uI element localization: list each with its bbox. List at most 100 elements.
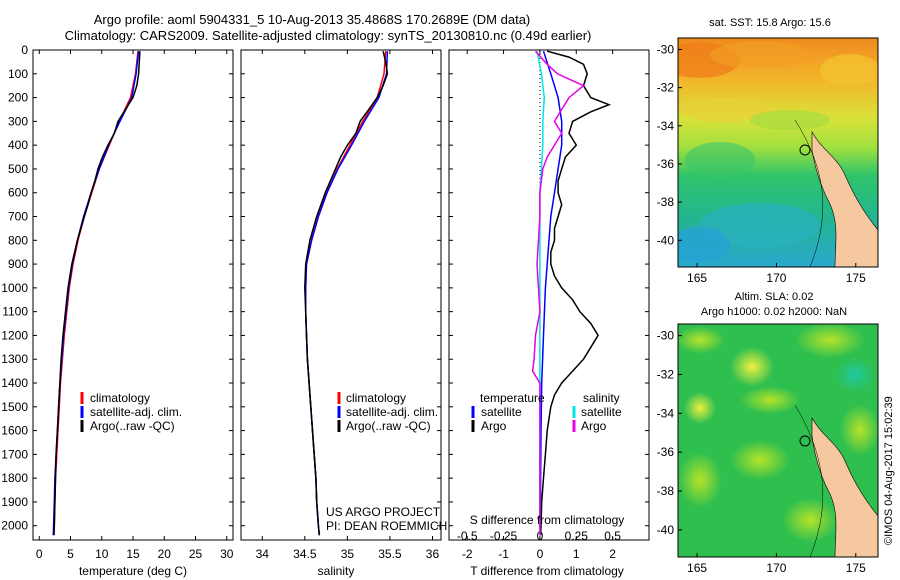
depth-tick-label: 1900 bbox=[1, 495, 28, 509]
pi-annotation: PI: DEAN ROEMMICH bbox=[326, 519, 447, 533]
map-y-tick-label: -30 bbox=[657, 42, 675, 56]
depth-axis: 0 100 200 300 400 500 600 700 800 900 1000 1100 1200… bbox=[1, 43, 649, 533]
sla-map-title-line-2: Argo h1000: 0.02 h2000: NaN bbox=[701, 306, 847, 318]
temperature-legend: climatology satellite-adj. clim. Argo(..… bbox=[80, 391, 182, 433]
depth-tick-label: 900 bbox=[8, 257, 28, 271]
chart-title-line-2: Climatology: CARS2009. Satellite-adjuste… bbox=[64, 28, 592, 43]
sst-map-frame bbox=[677, 37, 879, 268]
legend-label-s-argo: Argo bbox=[581, 419, 607, 433]
sst-map-image bbox=[678, 38, 878, 267]
x-tick-label: -1 bbox=[498, 547, 509, 561]
difference-plot: -2 -1 0 1 2 -0.5 -0.25 0 0.25 0.5 bbox=[457, 50, 621, 561]
map-x-tick-label: 165 bbox=[687, 271, 707, 285]
sst-map-axes: 165 170 175 -30 -32 -34 -36 -38 -40 bbox=[657, 42, 866, 285]
map-x-tick-label: 175 bbox=[846, 271, 866, 285]
imos-credit: ©IMOS 04-Aug-2017 15:02:39 bbox=[883, 396, 895, 545]
x-tick-label: 0 bbox=[36, 547, 43, 561]
difference-legend: temperature salinity satellite Argo sate… bbox=[471, 391, 622, 433]
x-tick-label: 25 bbox=[189, 547, 203, 561]
series-line-argo-raw-qc- bbox=[304, 51, 389, 536]
depth-tick-label: 1500 bbox=[1, 400, 28, 414]
s-tick-label: 0.5 bbox=[604, 529, 621, 543]
x-tick-label: 5 bbox=[67, 547, 74, 561]
x-tick-label: 35.5 bbox=[378, 547, 402, 561]
depth-tick-label: 1300 bbox=[1, 352, 28, 366]
map-y-tick-label: -40 bbox=[657, 523, 675, 537]
x-tick-label: 36 bbox=[426, 547, 440, 561]
x-tick-label: 20 bbox=[158, 547, 172, 561]
legend-label-t-argo: Argo bbox=[481, 419, 507, 433]
sla-map-axes: 165 170 175 -30 -32 -34 -36 -38 -40 bbox=[657, 329, 866, 575]
s-tick-label: -0.25 bbox=[490, 529, 518, 543]
x-tick-label: -2 bbox=[462, 547, 473, 561]
map-y-tick-label: -36 bbox=[657, 157, 675, 171]
map-y-tick-label: -32 bbox=[657, 367, 675, 381]
depth-tick-label: 100 bbox=[8, 67, 28, 81]
depth-tick-label: 300 bbox=[8, 114, 28, 128]
map-x-tick-label: 170 bbox=[766, 271, 786, 285]
series-line-temperature-satellite bbox=[539, 50, 563, 536]
depth-tick-label: 2000 bbox=[1, 519, 28, 533]
series-line-temperature-argo bbox=[539, 50, 612, 536]
legend-label-satellite: satellite-adj. clim. bbox=[90, 405, 182, 419]
legend-label-t-satellite: satellite bbox=[481, 405, 522, 419]
salinity-panel-frame bbox=[240, 49, 442, 541]
x-tick-label: 0 bbox=[537, 547, 544, 561]
legend-label-argo: Argo(..raw -QC) bbox=[90, 419, 175, 433]
depth-tick-label: 800 bbox=[8, 233, 28, 247]
legend-label-satellite: satellite-adj. clim. bbox=[346, 405, 438, 419]
sla-map-image bbox=[678, 324, 878, 557]
map-y-tick-label: -38 bbox=[657, 484, 675, 498]
depth-tick-label: 1400 bbox=[1, 376, 28, 390]
legend-title-temperature: temperature bbox=[480, 391, 545, 405]
x-tick-label: 34 bbox=[256, 547, 270, 561]
salinity-plot: 34 34.5 35 35.5 36 bbox=[256, 50, 440, 561]
map-y-tick-label: -36 bbox=[657, 445, 675, 459]
depth-tick-label: 400 bbox=[8, 138, 28, 152]
legend-label-argo: Argo(..raw -QC) bbox=[346, 419, 431, 433]
map-y-tick-label: -34 bbox=[657, 406, 675, 420]
map-y-tick-label: -38 bbox=[657, 195, 675, 209]
legend-label-climatology: climatology bbox=[90, 391, 150, 405]
s-difference-axis-label: S difference from climatology bbox=[470, 513, 625, 527]
x-tick-label: 15 bbox=[126, 547, 140, 561]
x-tick-label: 30 bbox=[220, 547, 234, 561]
sla-map-title-line-1: Altim. SLA: 0.02 bbox=[735, 291, 814, 303]
map-x-tick-label: 170 bbox=[766, 561, 786, 575]
x-tick-label: 34.5 bbox=[293, 547, 317, 561]
s-tick-label: 0 bbox=[537, 529, 544, 543]
series-line-salinity-argo bbox=[531, 50, 585, 536]
x-tick-label: 35 bbox=[341, 547, 355, 561]
depth-tick-label: 600 bbox=[8, 186, 28, 200]
depth-tick-label: 1200 bbox=[1, 328, 28, 342]
sla-map-frame bbox=[677, 323, 879, 558]
x-tick-label: 2 bbox=[609, 547, 616, 561]
legend-label-s-satellite: satellite bbox=[581, 405, 622, 419]
project-annotation: US ARGO PROJECT bbox=[326, 505, 441, 519]
legend-label-climatology: climatology bbox=[346, 391, 406, 405]
depth-tick-label: 1100 bbox=[2, 305, 28, 319]
map-y-tick-label: -34 bbox=[657, 119, 675, 133]
temperature-plot: 0 5 10 15 20 25 30 bbox=[36, 50, 234, 561]
depth-tick-label: 1600 bbox=[1, 424, 28, 438]
depth-tick-label: 700 bbox=[8, 210, 28, 224]
depth-tick-label: 1000 bbox=[1, 281, 28, 295]
t-difference-axis-label: T difference from climatology bbox=[470, 564, 624, 578]
s-tick-label: -0.5 bbox=[457, 529, 478, 543]
temperature-axis-label: temperature (deg C) bbox=[79, 564, 187, 578]
series-line-argo-raw-qc- bbox=[53, 51, 141, 536]
depth-tick-label: 0 bbox=[21, 43, 28, 57]
map-y-tick-label: -40 bbox=[657, 233, 675, 247]
depth-tick-label: 500 bbox=[8, 162, 28, 176]
temperature-panel-frame bbox=[32, 49, 234, 541]
x-tick-label: 10 bbox=[95, 547, 109, 561]
s-tick-label: 0.25 bbox=[565, 529, 589, 543]
map-x-tick-label: 165 bbox=[687, 561, 707, 575]
legend-title-salinity: salinity bbox=[583, 391, 620, 405]
salinity-legend: climatology satellite-adj. clim. Argo(..… bbox=[337, 391, 438, 433]
map-y-tick-label: -30 bbox=[657, 329, 675, 343]
sst-map-title: sat. SST: 15.8 Argo: 15.6 bbox=[709, 17, 831, 29]
chart-title-line-1: Argo profile: aoml 5904331_5 10-Aug-2013… bbox=[93, 12, 531, 27]
map-y-tick-label: -32 bbox=[657, 81, 675, 95]
